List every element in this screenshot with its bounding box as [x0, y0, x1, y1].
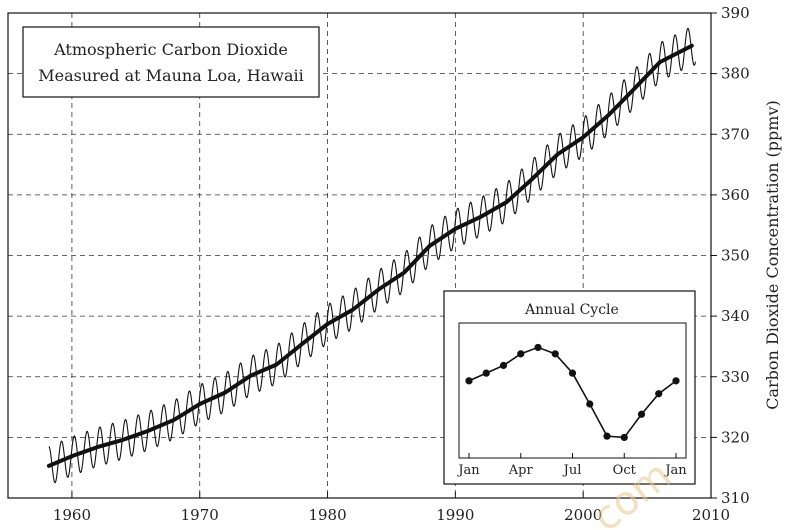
annual-cycle-point — [482, 369, 490, 377]
title-box: Atmospheric Carbon Dioxide Measured at M… — [22, 26, 320, 98]
inset-title: Annual Cycle — [524, 302, 619, 318]
annual-cycle-inset: Annual Cycle Jan Apr Jul Oct Jan — [443, 290, 696, 485]
x-tick-label: 2000 — [564, 506, 602, 524]
title-box-frame — [22, 26, 320, 98]
inset-x-tick-label: Apr — [508, 463, 534, 478]
x-tick-label: 2010 — [692, 506, 730, 524]
inset-ticks: Jan Apr Jul Oct Jan — [456, 453, 687, 478]
monthly-measurements-line — [48, 27, 696, 484]
annual-cycle-point — [655, 390, 663, 398]
inset-x-tick-label: Jan — [456, 463, 480, 478]
trend-series-group — [46, 43, 694, 468]
x-tick-label: 1980 — [308, 506, 346, 524]
chart-title-line-2: Measured at Mauna Loa, Hawaii — [38, 66, 304, 85]
inset-x-tick-label: Oct — [613, 463, 637, 478]
y-axis-label: Carbon Dioxide Concentration (ppmv) — [763, 100, 782, 410]
y-tick-label: 360 — [721, 186, 750, 204]
inset-series-group — [465, 343, 680, 442]
annual-cycle-point — [672, 377, 680, 385]
chart-title-line-1: Atmospheric Carbon Dioxide — [53, 40, 288, 59]
annual-cycle-point — [499, 361, 508, 370]
y-tick-label: 310 — [721, 489, 750, 507]
annual-average-line — [46, 43, 694, 468]
y-tick-label: 390 — [721, 4, 750, 22]
annual-cycle-point — [534, 343, 542, 352]
y-tick-label: 380 — [721, 65, 750, 83]
inset-x-tick-label: Jan — [663, 463, 687, 478]
y-tick-label: 370 — [721, 125, 750, 143]
annual-cycle-point — [568, 369, 577, 377]
annual-cycle-point — [551, 350, 559, 358]
annual-cycle-point — [517, 350, 525, 358]
inset-x-tick-label: Jul — [562, 463, 582, 478]
monthly-series-group — [48, 27, 696, 484]
annual-cycle-point — [620, 433, 628, 442]
y-tick-label: 350 — [721, 247, 750, 265]
annual-cycle-point — [637, 410, 646, 418]
x-tick-label: 1990 — [436, 506, 474, 524]
annual-cycle-point — [465, 377, 473, 385]
x-tick-label: 1960 — [53, 506, 91, 524]
annual-cycle-point — [586, 400, 594, 408]
y-tick-label: 340 — [721, 307, 750, 325]
y-tick-label: 320 — [721, 428, 750, 446]
inset-box — [443, 290, 696, 485]
x-tick-label: 1970 — [181, 506, 219, 524]
y-tick-label: 330 — [721, 368, 750, 386]
annual-cycle-point — [603, 432, 611, 440]
